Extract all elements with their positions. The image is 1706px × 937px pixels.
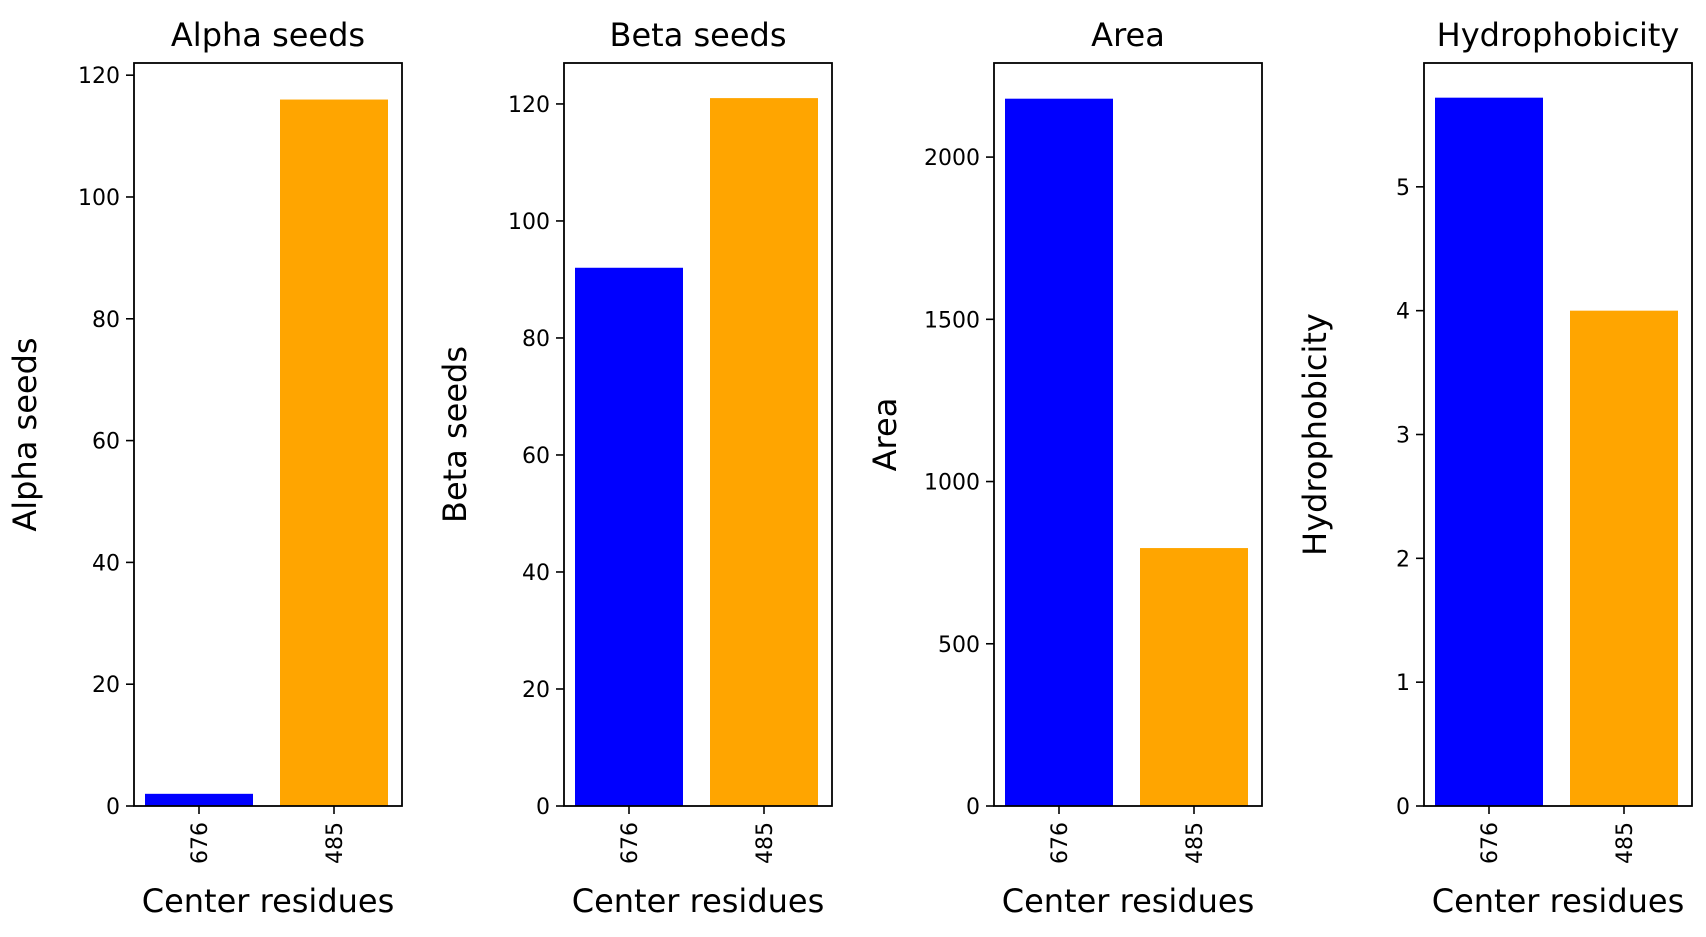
y-tick-label: 40 bbox=[92, 551, 120, 576]
y-tick-label: 3 bbox=[1396, 424, 1410, 449]
bar-676 bbox=[1435, 97, 1543, 806]
y-tick-label: 2 bbox=[1396, 547, 1410, 572]
x-tick-label: 676 bbox=[188, 822, 213, 864]
bar-676 bbox=[575, 267, 683, 806]
y-tick-label: 100 bbox=[78, 186, 120, 211]
y-tick-label: 60 bbox=[522, 444, 550, 469]
plot-frame bbox=[563, 62, 833, 807]
y-axis-label: Beta seeds bbox=[436, 346, 474, 523]
x-tick-label: 676 bbox=[1478, 822, 1503, 864]
y-tick-label: 60 bbox=[92, 430, 120, 455]
y-tick-label: 4 bbox=[1396, 300, 1410, 325]
x-tick-label: 485 bbox=[323, 822, 348, 864]
y-tick-label: 1500 bbox=[924, 308, 980, 333]
y-tick-label: 20 bbox=[92, 673, 120, 698]
bar-485 bbox=[1570, 310, 1678, 806]
y-tick-label: 2000 bbox=[924, 146, 980, 171]
bar-676 bbox=[1005, 98, 1113, 807]
chart-panel-4: 0 1 2 3 4 5 676 485 Hydrophobicity Center residue… bbox=[1296, 16, 1693, 920]
y-tick-label: 1000 bbox=[924, 471, 980, 496]
y-tick-label: 0 bbox=[1396, 795, 1410, 820]
x-axis-label: Center residues bbox=[1002, 882, 1255, 920]
chart-title: Beta seeds bbox=[610, 16, 787, 54]
y-tick-label: 0 bbox=[966, 795, 980, 820]
chart-panel-2: 0 20 40 60 80 100 120 676 485 Beta seeds Center re… bbox=[436, 16, 833, 920]
x-axis-label: Center residues bbox=[142, 882, 395, 920]
x-tick-label: 485 bbox=[1613, 822, 1638, 864]
chart-title: Hydrophobicity bbox=[1437, 16, 1680, 54]
chart-panel-3: 0 500 1000 1500 2000 676 485 Area Center residue… bbox=[866, 16, 1263, 920]
x-tick-label: 485 bbox=[753, 822, 778, 864]
x-axis-label: Center residues bbox=[1432, 882, 1685, 920]
chart-title: Area bbox=[1091, 16, 1165, 54]
y-tick-label: 1 bbox=[1396, 671, 1410, 696]
x-axis-label: Center residues bbox=[572, 882, 825, 920]
x-tick-label: 676 bbox=[1048, 822, 1073, 864]
x-tick-label: 485 bbox=[1183, 822, 1208, 864]
y-tick-label: 0 bbox=[106, 795, 120, 820]
y-tick-label: 0 bbox=[536, 795, 550, 820]
y-tick-label: 500 bbox=[938, 633, 980, 658]
y-tick-label: 80 bbox=[522, 327, 550, 352]
bar-485 bbox=[1140, 548, 1248, 806]
y-tick-label: 5 bbox=[1396, 176, 1410, 201]
bar-485 bbox=[710, 98, 818, 807]
x-tick-label: 676 bbox=[618, 822, 643, 864]
plot-frame bbox=[133, 62, 403, 807]
plot-frame bbox=[993, 62, 1263, 807]
y-tick-label: 120 bbox=[78, 64, 120, 89]
chart-panel-1: 0 20 40 60 80 100 120 676 485 Alpha seeds Center r… bbox=[6, 16, 403, 920]
y-tick-label: 80 bbox=[92, 308, 120, 333]
y-axis-label: Area bbox=[866, 398, 904, 472]
y-axis-label: Hydrophobicity bbox=[1296, 313, 1334, 556]
y-tick-label: 20 bbox=[522, 678, 550, 703]
y-tick-label: 120 bbox=[508, 93, 550, 118]
chart-title: Alpha seeds bbox=[171, 16, 365, 54]
bar-676 bbox=[145, 793, 253, 806]
y-tick-label: 40 bbox=[522, 561, 550, 586]
bar-485 bbox=[280, 99, 388, 806]
y-tick-label: 100 bbox=[508, 210, 550, 235]
y-axis-label: Alpha seeds bbox=[6, 337, 44, 531]
